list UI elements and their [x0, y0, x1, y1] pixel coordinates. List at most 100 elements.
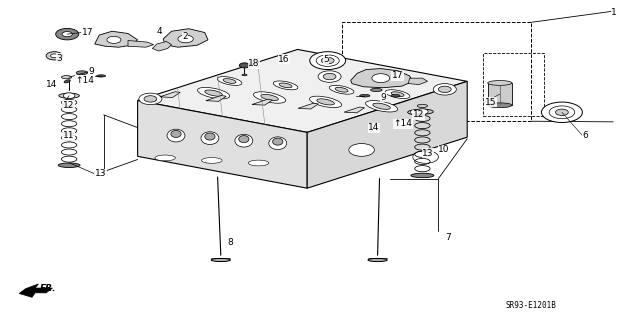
- Ellipse shape: [335, 87, 348, 92]
- Text: 15: 15: [485, 98, 497, 107]
- Text: 14: 14: [46, 80, 58, 89]
- Text: 16: 16: [278, 55, 290, 63]
- Ellipse shape: [261, 94, 278, 100]
- Ellipse shape: [201, 132, 219, 145]
- Text: 17: 17: [392, 71, 403, 80]
- Text: 3: 3: [56, 54, 62, 63]
- Circle shape: [310, 52, 346, 70]
- Text: 9: 9: [88, 67, 94, 76]
- Ellipse shape: [412, 109, 433, 114]
- Polygon shape: [344, 107, 365, 113]
- Polygon shape: [351, 69, 413, 88]
- Ellipse shape: [360, 94, 370, 97]
- Ellipse shape: [253, 92, 285, 103]
- Text: 13: 13: [422, 149, 434, 158]
- Circle shape: [107, 36, 121, 43]
- Ellipse shape: [205, 133, 215, 140]
- Circle shape: [178, 35, 193, 43]
- Ellipse shape: [171, 130, 181, 137]
- Circle shape: [62, 32, 72, 37]
- Polygon shape: [138, 100, 307, 188]
- Ellipse shape: [371, 88, 382, 92]
- Circle shape: [144, 96, 157, 102]
- Polygon shape: [152, 41, 172, 51]
- Ellipse shape: [242, 74, 247, 76]
- Ellipse shape: [248, 160, 269, 166]
- Ellipse shape: [408, 110, 422, 115]
- Circle shape: [413, 151, 438, 163]
- Text: 2: 2: [182, 32, 188, 41]
- Ellipse shape: [97, 75, 106, 77]
- Ellipse shape: [273, 138, 283, 145]
- Circle shape: [349, 144, 374, 156]
- Text: 14: 14: [368, 123, 380, 132]
- Text: 17: 17: [82, 28, 93, 37]
- Ellipse shape: [61, 76, 72, 79]
- Ellipse shape: [411, 173, 434, 178]
- Ellipse shape: [155, 155, 175, 161]
- Ellipse shape: [273, 81, 298, 90]
- Text: 10: 10: [438, 145, 450, 154]
- Bar: [342, 22, 531, 121]
- Circle shape: [239, 63, 250, 68]
- Text: 7: 7: [445, 233, 451, 242]
- Ellipse shape: [223, 78, 236, 83]
- Ellipse shape: [269, 137, 287, 150]
- Circle shape: [321, 57, 334, 64]
- Text: 1: 1: [611, 8, 617, 17]
- Text: 6: 6: [582, 131, 588, 140]
- Text: 9: 9: [381, 93, 387, 102]
- Text: SR93-E1201B: SR93-E1201B: [506, 301, 556, 310]
- Polygon shape: [95, 31, 138, 47]
- Polygon shape: [252, 100, 273, 105]
- Ellipse shape: [373, 103, 390, 109]
- Ellipse shape: [368, 258, 387, 262]
- Text: 11: 11: [63, 131, 74, 140]
- Circle shape: [393, 75, 401, 78]
- Polygon shape: [19, 284, 52, 297]
- Ellipse shape: [391, 94, 400, 97]
- Circle shape: [139, 93, 162, 105]
- Ellipse shape: [385, 90, 410, 99]
- Polygon shape: [206, 96, 227, 101]
- Text: ↑14: ↑14: [394, 119, 412, 128]
- Ellipse shape: [310, 96, 342, 108]
- Polygon shape: [298, 103, 319, 109]
- Ellipse shape: [317, 99, 334, 105]
- Polygon shape: [488, 83, 512, 105]
- Ellipse shape: [58, 163, 80, 167]
- Ellipse shape: [76, 71, 88, 75]
- Circle shape: [318, 71, 341, 82]
- Circle shape: [46, 52, 63, 60]
- Text: 8: 8: [227, 238, 233, 247]
- Ellipse shape: [239, 136, 249, 143]
- Text: 5: 5: [323, 55, 329, 63]
- Ellipse shape: [202, 158, 222, 163]
- Circle shape: [56, 28, 79, 40]
- Circle shape: [51, 54, 58, 58]
- Circle shape: [556, 109, 568, 115]
- Ellipse shape: [330, 85, 354, 94]
- Circle shape: [388, 72, 405, 81]
- Text: 18: 18: [248, 59, 260, 68]
- Circle shape: [433, 84, 456, 95]
- Ellipse shape: [417, 104, 428, 108]
- Ellipse shape: [64, 80, 70, 83]
- Polygon shape: [307, 81, 467, 188]
- Polygon shape: [408, 78, 428, 85]
- Circle shape: [438, 86, 451, 93]
- Text: 12: 12: [413, 110, 424, 119]
- Text: 12: 12: [63, 101, 74, 110]
- Text: FR.: FR.: [40, 284, 56, 293]
- Bar: [483, 53, 544, 116]
- Circle shape: [417, 109, 428, 115]
- Ellipse shape: [167, 129, 185, 142]
- Text: 13: 13: [95, 169, 106, 178]
- Ellipse shape: [365, 100, 397, 112]
- Ellipse shape: [488, 103, 512, 108]
- Circle shape: [549, 106, 575, 119]
- Ellipse shape: [279, 83, 292, 88]
- Ellipse shape: [218, 77, 242, 85]
- Circle shape: [410, 110, 419, 115]
- Ellipse shape: [198, 87, 230, 99]
